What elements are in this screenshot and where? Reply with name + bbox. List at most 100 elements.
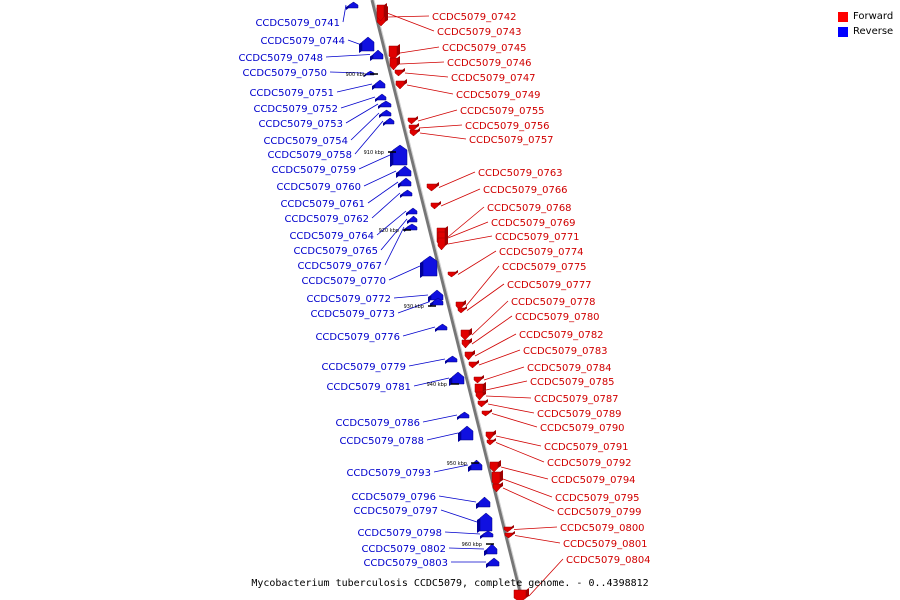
forward-gene-marker[interactable] bbox=[389, 57, 398, 71]
forward-gene-marker[interactable] bbox=[457, 307, 465, 314]
forward-gene-label[interactable]: CCDC5079_0794 bbox=[551, 475, 636, 486]
reverse-gene-marker[interactable] bbox=[432, 297, 444, 306]
forward-gene-label[interactable]: CCDC5079_0801 bbox=[563, 539, 648, 550]
forward-gene-label[interactable]: CCDC5079_0789 bbox=[537, 409, 622, 420]
forward-gene-label[interactable]: CCDC5079_0768 bbox=[487, 203, 572, 214]
forward-gene-label[interactable]: CCDC5079_0775 bbox=[502, 262, 587, 273]
reverse-gene-marker[interactable] bbox=[479, 512, 493, 532]
forward-gene-label[interactable]: CCDC5079_0791 bbox=[544, 442, 629, 453]
reverse-gene-label[interactable]: CCDC5079_0802 bbox=[361, 544, 446, 555]
reverse-gene-marker[interactable] bbox=[406, 223, 418, 231]
reverse-gene-label[interactable]: CCDC5079_0741 bbox=[255, 18, 340, 29]
forward-gene-label[interactable]: CCDC5079_0778 bbox=[511, 297, 596, 308]
forward-gene-label[interactable]: CCDC5079_0782 bbox=[519, 330, 604, 341]
forward-gene-marker[interactable] bbox=[395, 80, 405, 90]
forward-gene-marker[interactable] bbox=[460, 329, 470, 341]
forward-gene-label[interactable]: CCDC5079_0755 bbox=[460, 106, 545, 117]
reverse-gene-marker[interactable] bbox=[460, 425, 474, 441]
forward-gene-label[interactable]: CCDC5079_0800 bbox=[560, 523, 645, 534]
forward-gene-label[interactable]: CCDC5079_0747 bbox=[451, 73, 536, 84]
legend-item-reverse[interactable]: Reverse bbox=[838, 24, 893, 39]
forward-gene-label[interactable]: CCDC5079_0742 bbox=[432, 12, 517, 23]
reverse-gene-label[interactable]: CCDC5079_0764 bbox=[289, 231, 374, 242]
reverse-gene-marker[interactable] bbox=[478, 496, 491, 508]
reverse-gene-label[interactable]: CCDC5079_0753 bbox=[258, 119, 343, 130]
forward-gene-label[interactable]: CCDC5079_0795 bbox=[555, 493, 640, 504]
reverse-gene-label[interactable]: CCDC5079_0773 bbox=[310, 309, 395, 320]
forward-gene-marker[interactable] bbox=[464, 351, 473, 361]
forward-gene-marker[interactable] bbox=[468, 361, 477, 369]
reverse-gene-marker[interactable] bbox=[374, 79, 386, 89]
forward-gene-marker[interactable] bbox=[376, 4, 385, 22]
forward-gene-marker[interactable] bbox=[504, 532, 513, 539]
forward-gene-marker[interactable] bbox=[408, 124, 417, 132]
forward-gene-marker[interactable] bbox=[486, 439, 494, 446]
forward-gene-label[interactable]: CCDC5079_0769 bbox=[491, 218, 576, 229]
forward-gene-marker[interactable] bbox=[394, 69, 403, 77]
reverse-gene-marker[interactable] bbox=[459, 411, 470, 419]
forward-gene-label[interactable]: CCDC5079_0756 bbox=[465, 121, 550, 132]
forward-gene-marker[interactable] bbox=[475, 391, 484, 401]
forward-gene-marker[interactable] bbox=[513, 589, 527, 600]
reverse-gene-label[interactable]: CCDC5079_0751 bbox=[249, 88, 334, 99]
reverse-gene-label[interactable]: CCDC5079_0752 bbox=[253, 104, 338, 115]
reverse-gene-marker[interactable] bbox=[486, 543, 498, 555]
forward-gene-marker[interactable] bbox=[407, 117, 416, 125]
reverse-gene-marker[interactable] bbox=[392, 144, 408, 166]
forward-gene-label[interactable]: CCDC5079_0749 bbox=[456, 90, 541, 101]
forward-gene-marker[interactable] bbox=[447, 271, 456, 278]
reverse-gene-marker[interactable] bbox=[451, 371, 465, 385]
forward-gene-label[interactable]: CCDC5079_0780 bbox=[515, 312, 600, 323]
forward-gene-marker[interactable] bbox=[409, 129, 418, 137]
forward-gene-label[interactable]: CCDC5079_0777 bbox=[507, 280, 592, 291]
reverse-gene-marker[interactable] bbox=[488, 557, 500, 567]
reverse-gene-label[interactable]: CCDC5079_0744 bbox=[260, 36, 345, 47]
forward-gene-marker[interactable] bbox=[492, 483, 501, 493]
reverse-gene-marker[interactable] bbox=[409, 215, 418, 223]
reverse-gene-label[interactable]: CCDC5079_0781 bbox=[326, 382, 411, 393]
reverse-gene-label[interactable]: CCDC5079_0754 bbox=[263, 136, 348, 147]
forward-gene-label[interactable]: CCDC5079_0766 bbox=[483, 185, 568, 196]
forward-gene-marker[interactable] bbox=[485, 431, 494, 441]
reverse-gene-label[interactable]: CCDC5079_0761 bbox=[280, 199, 365, 210]
reverse-gene-label[interactable]: CCDC5079_0750 bbox=[242, 68, 327, 79]
reverse-gene-label[interactable]: CCDC5079_0772 bbox=[306, 294, 391, 305]
reverse-gene-marker[interactable] bbox=[385, 117, 395, 125]
reverse-gene-label[interactable]: CCDC5079_0765 bbox=[293, 246, 378, 257]
forward-gene-marker[interactable] bbox=[426, 183, 437, 192]
reverse-gene-marker[interactable] bbox=[377, 93, 387, 101]
reverse-gene-label[interactable]: CCDC5079_0758 bbox=[267, 150, 352, 161]
reverse-gene-marker[interactable] bbox=[482, 530, 494, 538]
reverse-gene-label[interactable]: CCDC5079_0748 bbox=[238, 53, 323, 64]
forward-gene-label[interactable]: CCDC5079_0763 bbox=[478, 168, 563, 179]
reverse-gene-label[interactable]: CCDC5079_0796 bbox=[351, 492, 436, 503]
reverse-gene-label[interactable]: CCDC5079_0759 bbox=[271, 165, 356, 176]
forward-gene-label[interactable]: CCDC5079_0746 bbox=[447, 58, 532, 69]
reverse-gene-marker[interactable] bbox=[470, 459, 483, 471]
reverse-gene-marker[interactable] bbox=[408, 207, 418, 215]
reverse-gene-label[interactable]: CCDC5079_0760 bbox=[276, 182, 361, 193]
forward-gene-label[interactable]: CCDC5079_0783 bbox=[523, 346, 608, 357]
forward-gene-marker[interactable] bbox=[461, 339, 470, 349]
forward-gene-marker[interactable] bbox=[489, 461, 499, 473]
reverse-gene-marker[interactable] bbox=[422, 255, 438, 277]
reverse-gene-label[interactable]: CCDC5079_0767 bbox=[297, 261, 382, 272]
reverse-gene-label[interactable]: CCDC5079_0797 bbox=[353, 506, 438, 517]
reverse-gene-label[interactable]: CCDC5079_0798 bbox=[357, 528, 442, 539]
forward-gene-label[interactable]: CCDC5079_0799 bbox=[557, 507, 642, 518]
reverse-gene-marker[interactable] bbox=[437, 323, 448, 331]
reverse-gene-label[interactable]: CCDC5079_0803 bbox=[363, 558, 448, 569]
forward-gene-label[interactable]: CCDC5079_0790 bbox=[540, 423, 625, 434]
forward-gene-label[interactable]: CCDC5079_0785 bbox=[530, 377, 615, 388]
reverse-gene-marker[interactable] bbox=[447, 355, 458, 363]
reverse-gene-marker[interactable] bbox=[372, 49, 384, 60]
reverse-gene-label[interactable]: CCDC5079_0779 bbox=[321, 362, 406, 373]
forward-gene-label[interactable]: CCDC5079_0771 bbox=[495, 232, 580, 243]
reverse-gene-marker[interactable] bbox=[400, 177, 412, 187]
forward-gene-label[interactable]: CCDC5079_0784 bbox=[527, 363, 612, 374]
reverse-gene-marker[interactable] bbox=[402, 189, 413, 197]
forward-gene-marker[interactable] bbox=[437, 237, 446, 251]
forward-gene-marker[interactable] bbox=[473, 376, 482, 384]
forward-gene-marker[interactable] bbox=[503, 526, 512, 533]
forward-gene-label[interactable]: CCDC5079_0804 bbox=[566, 555, 651, 566]
